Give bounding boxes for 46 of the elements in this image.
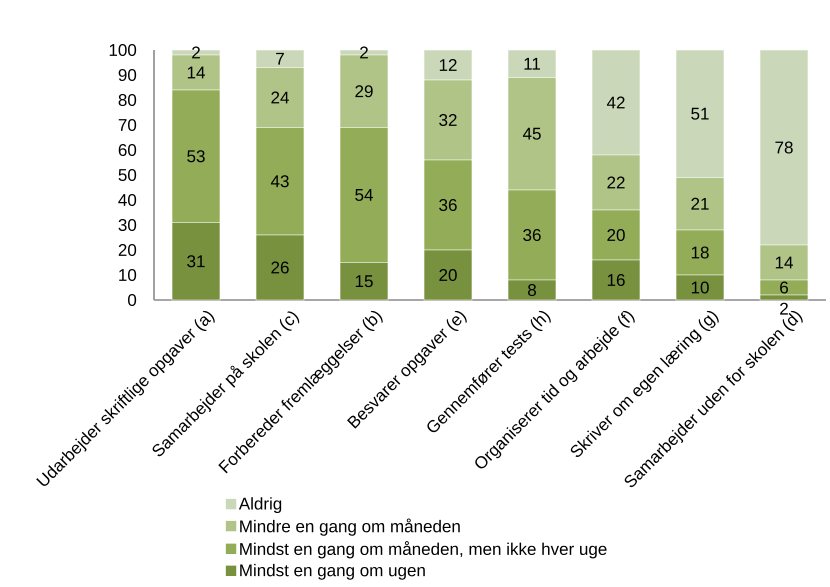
data-label: 21 bbox=[691, 198, 709, 210]
legend-label: Mindst en gang om ugen bbox=[240, 564, 425, 580]
y-tick-label: 10 bbox=[119, 268, 136, 282]
data-label: 43 bbox=[270, 175, 289, 188]
data-label: 26 bbox=[271, 261, 289, 274]
data-label: 11 bbox=[524, 58, 540, 70]
data-label: 18 bbox=[692, 246, 709, 259]
y-tick-label: 40 bbox=[118, 194, 136, 206]
data-label: 7 bbox=[276, 52, 284, 65]
data-label: 10 bbox=[692, 281, 709, 294]
data-label: 20 bbox=[439, 268, 457, 282]
y-tick-label: 50 bbox=[118, 168, 136, 182]
data-label: 51 bbox=[691, 108, 709, 120]
data-label: 53 bbox=[187, 150, 205, 162]
data-label: 6 bbox=[780, 281, 788, 294]
data-label: 2 bbox=[192, 46, 200, 58]
legend-label: Mindre en gang om måneden bbox=[240, 518, 460, 536]
y-tick-label: 90 bbox=[118, 68, 136, 82]
data-label: 78 bbox=[775, 141, 793, 154]
legend-label: Aldrig bbox=[238, 497, 282, 514]
data-label: 42 bbox=[606, 96, 625, 108]
y-tick-label: 30 bbox=[118, 218, 136, 232]
data-label: 16 bbox=[608, 274, 625, 286]
data-label: 54 bbox=[355, 189, 373, 201]
data-label: 45 bbox=[522, 128, 541, 140]
data-label: 2 bbox=[360, 46, 368, 58]
data-label: 24 bbox=[271, 92, 289, 104]
data-label: 12 bbox=[440, 59, 457, 71]
data-label: 22 bbox=[607, 176, 625, 188]
data-label: 15 bbox=[356, 275, 373, 288]
y-tick-label: 20 bbox=[118, 244, 136, 256]
y-tick-label: 100 bbox=[110, 44, 136, 56]
data-label: 14 bbox=[188, 66, 205, 78]
data-label: 20 bbox=[607, 228, 625, 242]
data-label: 36 bbox=[523, 228, 541, 242]
data-label: 36 bbox=[439, 198, 457, 212]
data-label: 14 bbox=[776, 256, 793, 268]
y-tick-label: 80 bbox=[118, 94, 136, 106]
legend-label: Mindst en gang om måneden, men ikke hver uge bbox=[240, 541, 607, 558]
data-label: 8 bbox=[528, 284, 536, 296]
y-tick-label: 60 bbox=[118, 144, 136, 156]
data-label: 29 bbox=[355, 85, 373, 98]
y-tick-label: 0 bbox=[128, 294, 136, 306]
data-label: 32 bbox=[439, 114, 457, 126]
y-tick-label: 70 bbox=[118, 118, 136, 132]
data-label: 31 bbox=[187, 255, 205, 268]
